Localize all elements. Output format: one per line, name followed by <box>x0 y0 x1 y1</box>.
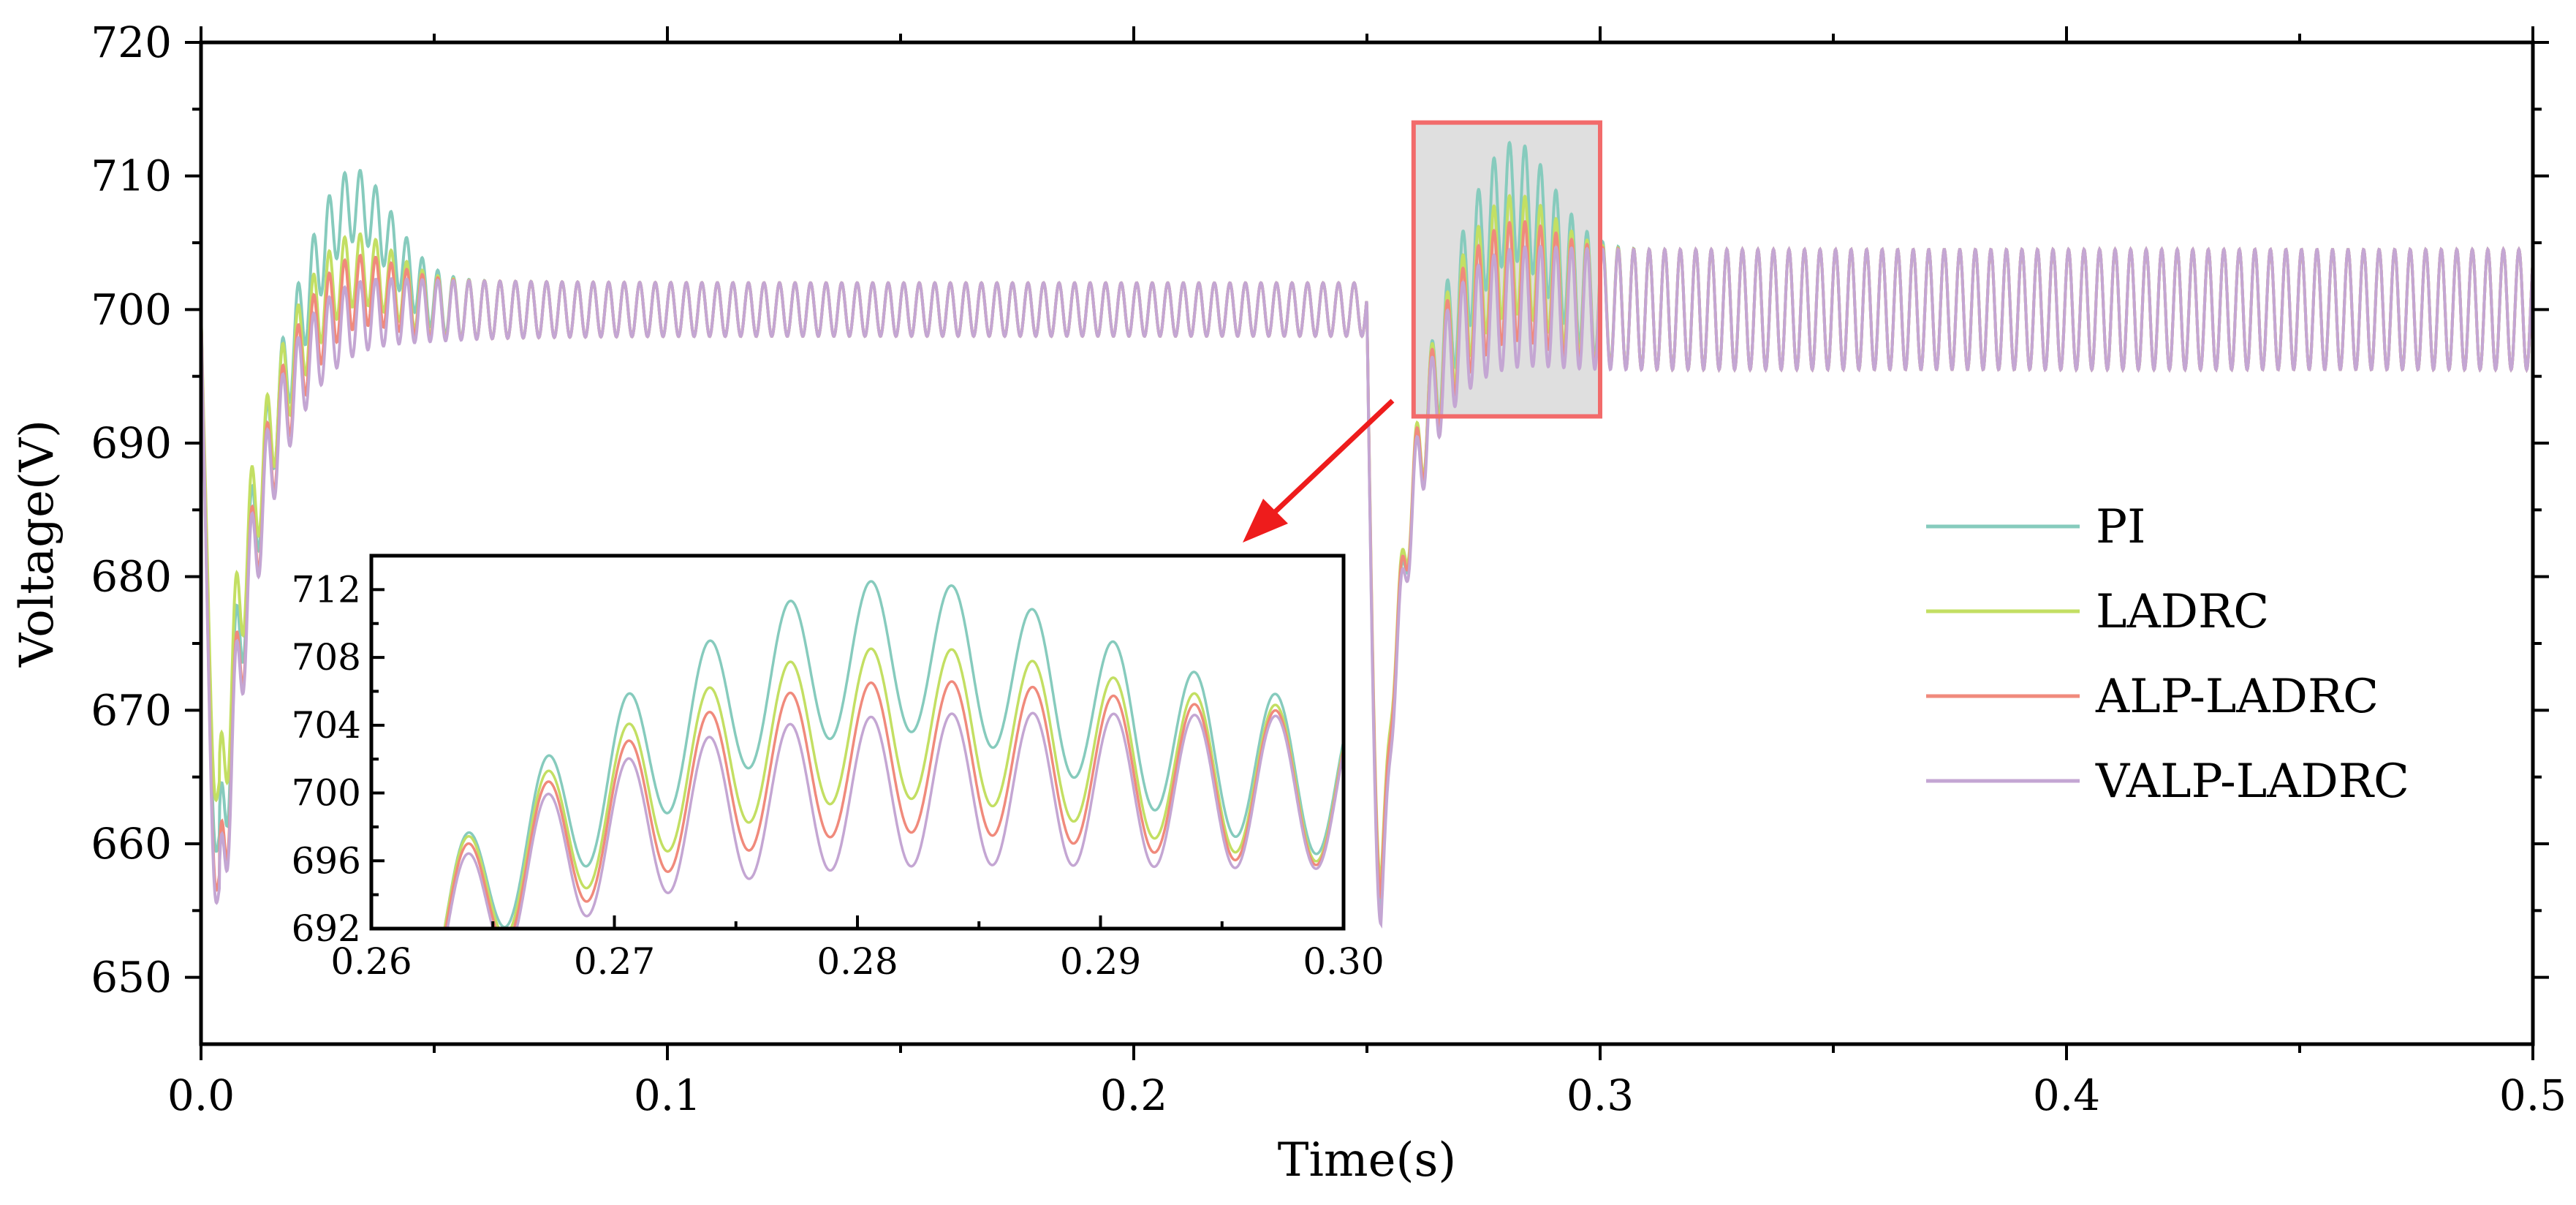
inset-x-tick-label: 0.27 <box>574 940 655 983</box>
y-tick-label: 650 <box>91 953 172 1002</box>
y-tick-label: 670 <box>91 685 172 735</box>
inset-y-tick-label: 700 <box>292 772 361 815</box>
legend: PI LADRC ALP-LADRC VALP-LADRC <box>1926 500 2409 809</box>
main-axis-ticks: 0.0 0.1 0.2 0.3 0.4 0.5 650 660 670 680 690 700 710 7… <box>91 18 2566 1120</box>
x-tick-label: 0.4 <box>2033 1070 2100 1120</box>
inset-y-tick-label: 696 <box>292 839 361 882</box>
inset-background <box>371 556 1344 929</box>
y-tick-label: 680 <box>91 552 172 602</box>
y-tick-label: 710 <box>91 151 172 201</box>
x-tick-label: 0.3 <box>1567 1070 1634 1120</box>
inset-series-line-ladrc <box>443 647 1344 929</box>
y-axis-title: Voltage(V) <box>10 420 64 668</box>
zoom-region <box>1411 120 1603 419</box>
main-series-group <box>200 140 2534 929</box>
main-plot-area: 0.0 0.1 0.2 0.3 0.4 0.5 650 660 670 680 690 700 710 7… <box>91 18 2566 1120</box>
legend-label-ladrc: LADRC <box>2096 585 2269 639</box>
inset-x-tick-label: 0.28 <box>817 940 898 983</box>
y-tick-label: 700 <box>91 284 172 334</box>
inset-axis-ticks: 0.26 0.27 0.28 0.29 0.30 692 696 700 704 708 712 <box>292 554 1384 983</box>
zoom-region-border <box>1411 120 1603 419</box>
inset-y-tick-label: 704 <box>292 704 361 747</box>
inset-x-tick-label: 0.26 <box>330 940 412 983</box>
x-axis-title: Time(s) <box>1278 1133 1457 1187</box>
inset-x-tick-label: 0.30 <box>1303 940 1384 983</box>
y-tick-label: 720 <box>91 18 172 67</box>
y-tick-label: 660 <box>91 819 172 869</box>
x-tick-label: 0.5 <box>2499 1070 2566 1120</box>
inset-series-group <box>443 580 1344 929</box>
inset-x-tick-label: 0.29 <box>1060 940 1141 983</box>
inset-y-tick-label: 708 <box>292 636 361 679</box>
inset-plot: 0.26 0.27 0.28 0.29 0.30 692 696 700 704 708 712 <box>292 554 1384 983</box>
x-tick-label: 0.1 <box>634 1070 701 1120</box>
legend-label-alp-ladrc: ALP-LADRC <box>2095 670 2379 724</box>
legend-label-valp-ladrc: VALP-LADRC <box>2095 755 2409 809</box>
y-tick-label: 690 <box>91 418 172 468</box>
inset-series-line-valp-ladrc <box>446 711 1344 929</box>
inset-series-line-pi <box>443 580 1344 929</box>
inset-y-tick-label: 692 <box>292 907 361 950</box>
zoom-series-line-valp-ladrc <box>1426 244 1601 417</box>
zoom-arrow-head <box>1243 499 1288 543</box>
series-line-valp-ladrc <box>200 244 2534 929</box>
inset-series-line-alp-ladrc <box>444 680 1344 929</box>
zoom-arrow <box>1243 398 1395 543</box>
x-tick-label: 0.0 <box>167 1070 235 1120</box>
inset-y-tick-label: 712 <box>292 568 361 611</box>
zoom-arrow-shaft <box>1268 398 1395 518</box>
x-tick-label: 0.2 <box>1100 1070 1167 1120</box>
legend-label-pi: PI <box>2096 500 2145 554</box>
